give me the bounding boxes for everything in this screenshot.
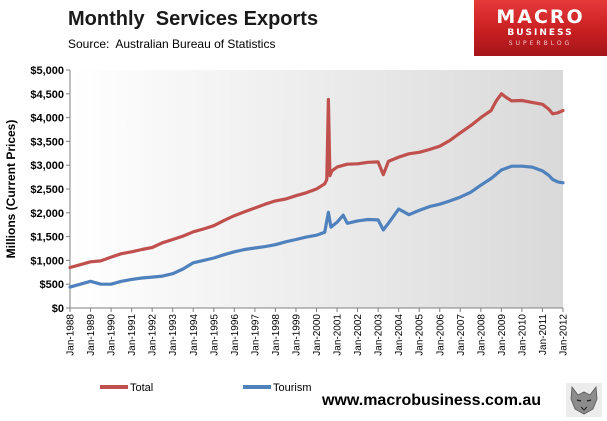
logo-tag-text: SUPERBLOG — [508, 40, 573, 47]
legend: Total Tourism — [100, 382, 312, 394]
x-tick-label: Jan-1993 — [168, 314, 179, 356]
y-tick-label: $5,000 — [30, 65, 64, 77]
x-tick-label: Jan-2000 — [312, 314, 323, 356]
logo-main-text: MACRO — [496, 6, 585, 28]
x-tick-label: Jan-2011 — [538, 314, 549, 355]
x-tick-label: Jan-1988 — [66, 314, 77, 356]
x-tick-label: Jan-1999 — [291, 314, 302, 356]
x-tick-label: Jan-2009 — [497, 314, 508, 356]
chart-source: Source: Australian Bureau of Statistics — [68, 37, 276, 51]
chart-title: Monthly Services Exports — [68, 8, 319, 30]
y-tick-label: $2,500 — [30, 184, 64, 196]
y-tick-label: $4,500 — [30, 89, 64, 101]
x-tick-label: Jan-2002 — [353, 314, 364, 356]
x-tick-label: Jan-2006 — [435, 314, 446, 356]
y-tick-label: $3,500 — [30, 136, 64, 148]
legend-label-tourism: Tourism — [273, 382, 312, 394]
x-tick-label: Jan-1990 — [107, 314, 118, 356]
x-tick-label: Jan-2007 — [456, 314, 467, 356]
x-tick-label: Jan-2010 — [517, 314, 528, 356]
logo-sub-text: BUSINESS — [507, 28, 574, 38]
macrobusiness-logo: MACRO BUSINESS SUPERBLOG — [474, 0, 607, 56]
y-tick-label: $3,000 — [30, 160, 64, 172]
wolf-logo-icon — [566, 383, 602, 417]
x-tick-label: Jan-1992 — [148, 314, 159, 356]
x-tick-label: Jan-1994 — [189, 314, 200, 356]
x-tick-label: Jan-1997 — [250, 314, 261, 356]
y-tick-label: $1,000 — [30, 255, 64, 267]
x-tick-label: Jan-1996 — [230, 314, 241, 356]
y-tick-label: $2,000 — [30, 208, 64, 220]
x-tick-label: Jan-2004 — [394, 314, 405, 356]
y-tick-label: $0 — [52, 303, 64, 315]
series-line-total — [68, 92, 565, 270]
x-tick-label: Jan-1991 — [127, 314, 138, 356]
x-tick-label: Jan-1989 — [86, 314, 97, 356]
y-tick-label: $500 — [40, 279, 64, 291]
y-tick-label: $1,500 — [30, 232, 64, 244]
series-lines — [68, 92, 565, 289]
y-tick-label: $4,000 — [30, 113, 64, 125]
x-tick-label: Jan-2012 — [559, 314, 570, 356]
x-tick-label: Jan-1995 — [209, 314, 220, 356]
legend-label-total: Total — [130, 382, 153, 394]
website-url: www.macrobusiness.com.au — [322, 392, 542, 409]
x-tick-label: Jan-2005 — [415, 314, 426, 356]
x-tick-label: Jan-2003 — [374, 314, 385, 356]
series-line-tourism — [68, 164, 565, 289]
x-tick-label: Jan-2001 — [333, 314, 344, 356]
x-tick-label: Jan-1998 — [271, 314, 282, 356]
y-axis-title: Millions (Current Prices) — [4, 120, 18, 259]
x-tick-label: Jan-2008 — [476, 314, 487, 356]
axes: $0 $500 $1,000 $1,500 $2,000 $2,500 $3,000 $3,5… — [4, 65, 570, 356]
